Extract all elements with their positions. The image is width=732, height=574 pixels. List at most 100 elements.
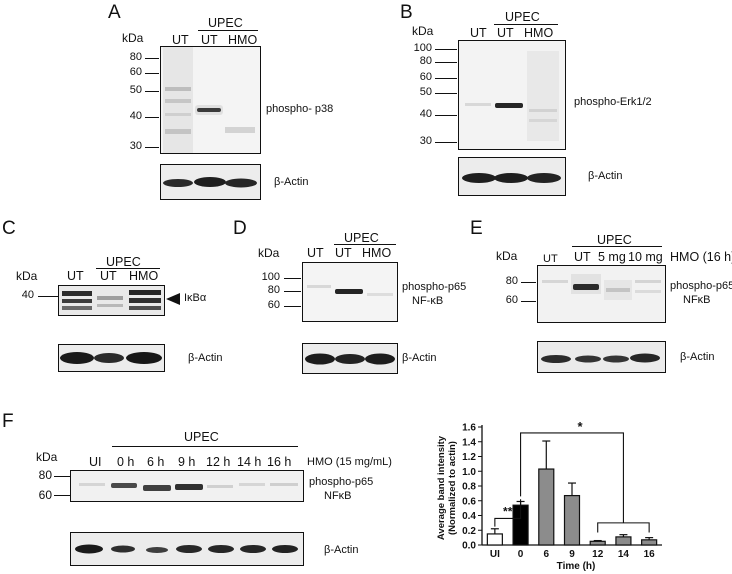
mw-marker: 40: [129, 110, 142, 122]
antibody-label: phospho-Erk1/2: [574, 96, 652, 108]
kda-label: kDa: [36, 450, 58, 464]
loading-control-blot: [70, 532, 304, 566]
y-tick-label: 1.4: [462, 437, 476, 448]
lane-label: UI: [89, 455, 102, 469]
blot-image: [79, 483, 298, 491]
kda-label: kDa: [496, 249, 518, 263]
lane-label: UT: [201, 33, 218, 47]
group-label: UPEC: [505, 10, 540, 24]
lane-label: UT: [307, 246, 324, 260]
kda-label: kDa: [16, 269, 38, 283]
y-axis-label: Average band intensity: [436, 435, 447, 540]
chart-bars: [486, 440, 658, 546]
x-tick-label: 0: [518, 549, 524, 560]
kda-label: kDa: [122, 31, 144, 45]
lane-label: UT: [470, 26, 487, 40]
loading-control-label: β-Actin: [324, 544, 359, 556]
mw-marker: 30: [129, 140, 142, 152]
lane-label: 16 h: [267, 455, 292, 469]
loading-control-label: β-Actin: [402, 352, 437, 364]
significance-marker: *: [577, 419, 583, 434]
mw-tick: [284, 306, 301, 307]
y-axis-label: (Normalized to actin): [447, 441, 458, 535]
mw-tick: [435, 62, 457, 63]
mw-marker: 60: [38, 488, 52, 502]
x-tick-label: 12: [592, 549, 604, 560]
mw-tick: [435, 93, 457, 94]
arrowhead-icon: [166, 293, 180, 305]
lane-label: UT: [172, 33, 189, 47]
actin-bands: [163, 177, 257, 188]
mw-marker: 80: [129, 51, 142, 63]
significance-marker: **: [503, 504, 513, 518]
treatment-label: HMO (16 h): [670, 250, 732, 264]
mw-marker: 60: [129, 66, 142, 78]
mw-tick: [284, 291, 301, 292]
group-label: UPEC: [344, 231, 379, 245]
antibody-label: phospho-p65: [670, 280, 732, 292]
lane-label: 9 h: [178, 455, 196, 469]
panel-label: F: [2, 411, 14, 432]
lane-label: UT: [574, 250, 591, 264]
y-tick-label: 1.2: [462, 452, 476, 463]
group-label: UPEC: [597, 233, 632, 247]
actin-bands: [305, 353, 395, 365]
lane-label: 5 mg: [598, 250, 626, 264]
x-tick-label: 14: [618, 549, 630, 560]
mw-marker: 50: [129, 84, 142, 96]
western-blot: [58, 285, 165, 316]
antibody-label: IκBα: [184, 292, 207, 304]
mw-marker: 100: [413, 42, 432, 54]
x-tick-label: 9: [569, 549, 575, 560]
group-bar: [96, 268, 160, 269]
mw-marker: 80: [419, 55, 432, 67]
lane-label: 14 h: [237, 455, 262, 469]
mw-tick: [54, 476, 70, 477]
mw-tick: [521, 301, 536, 302]
blot-image: [307, 285, 393, 296]
lane-label: HMO: [129, 269, 159, 283]
significance-bracket: [597, 522, 650, 533]
significance-bracket: [520, 432, 624, 523]
y-tick-label: 0.6: [462, 496, 476, 507]
mw-marker: 60: [419, 71, 432, 83]
lane-label: UT: [100, 269, 117, 283]
antibody-label: NF-κB: [412, 295, 444, 307]
lane-label: 10 mg: [628, 250, 663, 264]
group-bar: [198, 30, 258, 31]
y-tick-label: 0.2: [462, 526, 476, 537]
bar: [486, 533, 503, 546]
group-bar: [572, 246, 662, 247]
y-tick-label: 0.4: [462, 511, 476, 522]
group-bar: [334, 244, 396, 245]
mw-tick: [54, 495, 70, 496]
western-blot: [160, 46, 261, 154]
chart-significance: ***: [494, 419, 650, 533]
group-bar: [494, 24, 558, 25]
mw-marker: 80: [267, 284, 280, 296]
y-tick-label: 0.0: [462, 541, 476, 552]
x-tick-label: 16: [644, 549, 656, 560]
mw-marker: 40: [21, 289, 34, 301]
mw-marker: 50: [419, 86, 432, 98]
loading-control-blot: [302, 343, 398, 374]
mw-marker: 60: [505, 294, 518, 306]
panel-label: D: [233, 218, 247, 239]
lane-label: UT: [67, 269, 84, 283]
x-tick-label: 6: [544, 549, 550, 560]
treatment-label: HMO (15 mg/mL): [307, 456, 392, 468]
lane-label: HMO: [524, 26, 554, 40]
blot-image: [62, 290, 161, 310]
group-label: UPEC: [184, 430, 219, 444]
antibody-label: phospho-p65: [309, 476, 374, 488]
antibody-label: phospho-p65: [402, 281, 467, 293]
mw-marker: 40: [419, 108, 432, 120]
group-label: UPEC: [208, 16, 243, 30]
group-bar: [112, 446, 298, 447]
lane-label: HMO: [362, 246, 392, 260]
mw-tick: [435, 78, 457, 79]
bar: [641, 539, 658, 546]
blot-image: [163, 47, 255, 153]
